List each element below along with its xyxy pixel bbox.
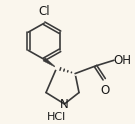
Text: N: N — [60, 98, 69, 111]
Text: OH: OH — [114, 54, 132, 67]
Text: O: O — [101, 84, 110, 97]
Text: HCl: HCl — [47, 112, 66, 122]
Polygon shape — [43, 58, 57, 68]
Text: Cl: Cl — [38, 5, 50, 18]
